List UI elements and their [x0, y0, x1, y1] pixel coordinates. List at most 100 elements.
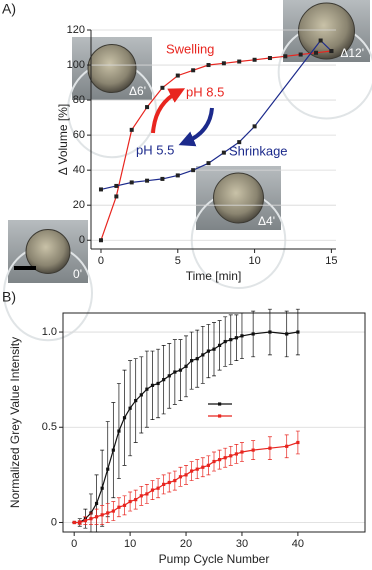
data-point — [267, 56, 272, 61]
x-tick-label: 10 — [124, 538, 136, 550]
data-point — [285, 444, 289, 448]
data-point — [178, 475, 183, 479]
x-tick-label: 15 — [325, 255, 337, 267]
data-point — [139, 494, 143, 498]
y-tick-label: 0 — [51, 516, 57, 528]
data-point — [114, 194, 119, 199]
data-point — [201, 465, 205, 469]
hydrogel — [298, 2, 355, 60]
y-tick-label: 0 — [79, 234, 85, 246]
data-point — [162, 378, 166, 382]
plot-frame — [62, 312, 366, 533]
data-point — [318, 38, 323, 43]
data-point — [156, 381, 160, 386]
annotation: Shrinkage — [229, 143, 288, 158]
y-tick-label: 1.0 — [42, 326, 57, 338]
data-point — [212, 459, 216, 464]
data-point — [117, 505, 121, 509]
x-axis-title: Pump Cycle Number — [159, 552, 270, 566]
x-tick-label: 20 — [180, 538, 192, 550]
data-point — [229, 454, 233, 458]
annotation: pH 8.5 — [186, 84, 224, 99]
data-point — [78, 520, 82, 525]
data-point — [195, 467, 199, 471]
data-point — [139, 393, 143, 397]
data-point — [156, 486, 160, 490]
x-tick-label: 0 — [98, 255, 104, 267]
data-point — [221, 61, 226, 66]
photo-inset: Δ12' — [277, 0, 372, 120]
data-point — [150, 383, 155, 387]
data-point — [173, 370, 177, 374]
data-point — [206, 63, 211, 68]
data-point — [111, 448, 115, 452]
data-point — [296, 330, 300, 334]
hydrogel — [213, 172, 264, 224]
data-point — [72, 520, 76, 525]
legend-marker — [218, 414, 222, 418]
data-point — [98, 238, 103, 243]
data-point — [167, 480, 171, 485]
data-point — [117, 429, 121, 433]
data-point — [111, 509, 115, 513]
annotation: Swelling — [166, 41, 214, 56]
data-point — [184, 364, 188, 368]
panel-label: B) — [2, 289, 16, 305]
annotation: pH 5.5 — [136, 142, 174, 157]
data-point — [134, 498, 138, 502]
photo-inset: 0' — [3, 220, 93, 342]
data-point — [251, 448, 255, 452]
data-point — [162, 482, 166, 486]
scale-bar — [14, 266, 36, 270]
x-tick-label: 0 — [71, 538, 77, 550]
data-point — [122, 416, 127, 420]
data-point — [145, 105, 150, 110]
y-tick-label: 40 — [73, 164, 85, 176]
swelling-arrow — [151, 88, 186, 134]
data-point — [221, 150, 226, 155]
data-point — [175, 73, 180, 78]
data-point — [240, 450, 244, 454]
data-point — [160, 85, 165, 90]
shrinkage-arrow — [178, 107, 214, 147]
data-point — [89, 517, 93, 521]
y-tick-label: 120 — [67, 24, 85, 36]
data-point — [206, 161, 211, 166]
x-tick-label: 10 — [248, 255, 260, 267]
x-tick-label: 30 — [236, 538, 248, 550]
data-point — [83, 518, 87, 523]
data-point — [167, 374, 171, 378]
data-point — [122, 503, 127, 507]
x-tick-label: 5 — [175, 255, 181, 267]
data-point — [175, 173, 180, 178]
y-axis-title: Normalized Grey Value Intensity — [8, 337, 22, 508]
y-tick-label: 60 — [73, 129, 85, 141]
data-point — [237, 59, 242, 64]
x-axis-title: Time [min] — [186, 269, 242, 283]
data-point — [106, 467, 110, 471]
data-point — [234, 452, 238, 456]
hydrogel — [87, 44, 137, 93]
y-tick-label: 80 — [73, 94, 85, 106]
data-point — [229, 338, 233, 342]
data-point — [191, 68, 196, 73]
data-point — [329, 49, 334, 54]
panel-label: A) — [2, 1, 16, 17]
data-point — [128, 499, 132, 504]
inset-label: Δ4' — [258, 214, 275, 228]
data-point — [184, 473, 188, 477]
data-point — [134, 399, 138, 403]
data-point — [145, 492, 149, 496]
data-point — [212, 347, 216, 351]
data-point — [206, 463, 211, 467]
inset-label: 0' — [73, 267, 82, 281]
data-point — [195, 357, 199, 361]
data-point — [94, 515, 99, 519]
data-point — [237, 140, 242, 145]
data-point — [234, 336, 238, 340]
data-point — [191, 168, 196, 173]
data-point — [129, 180, 134, 185]
data-point — [94, 501, 99, 506]
data-point — [145, 178, 150, 183]
data-point — [100, 486, 104, 490]
